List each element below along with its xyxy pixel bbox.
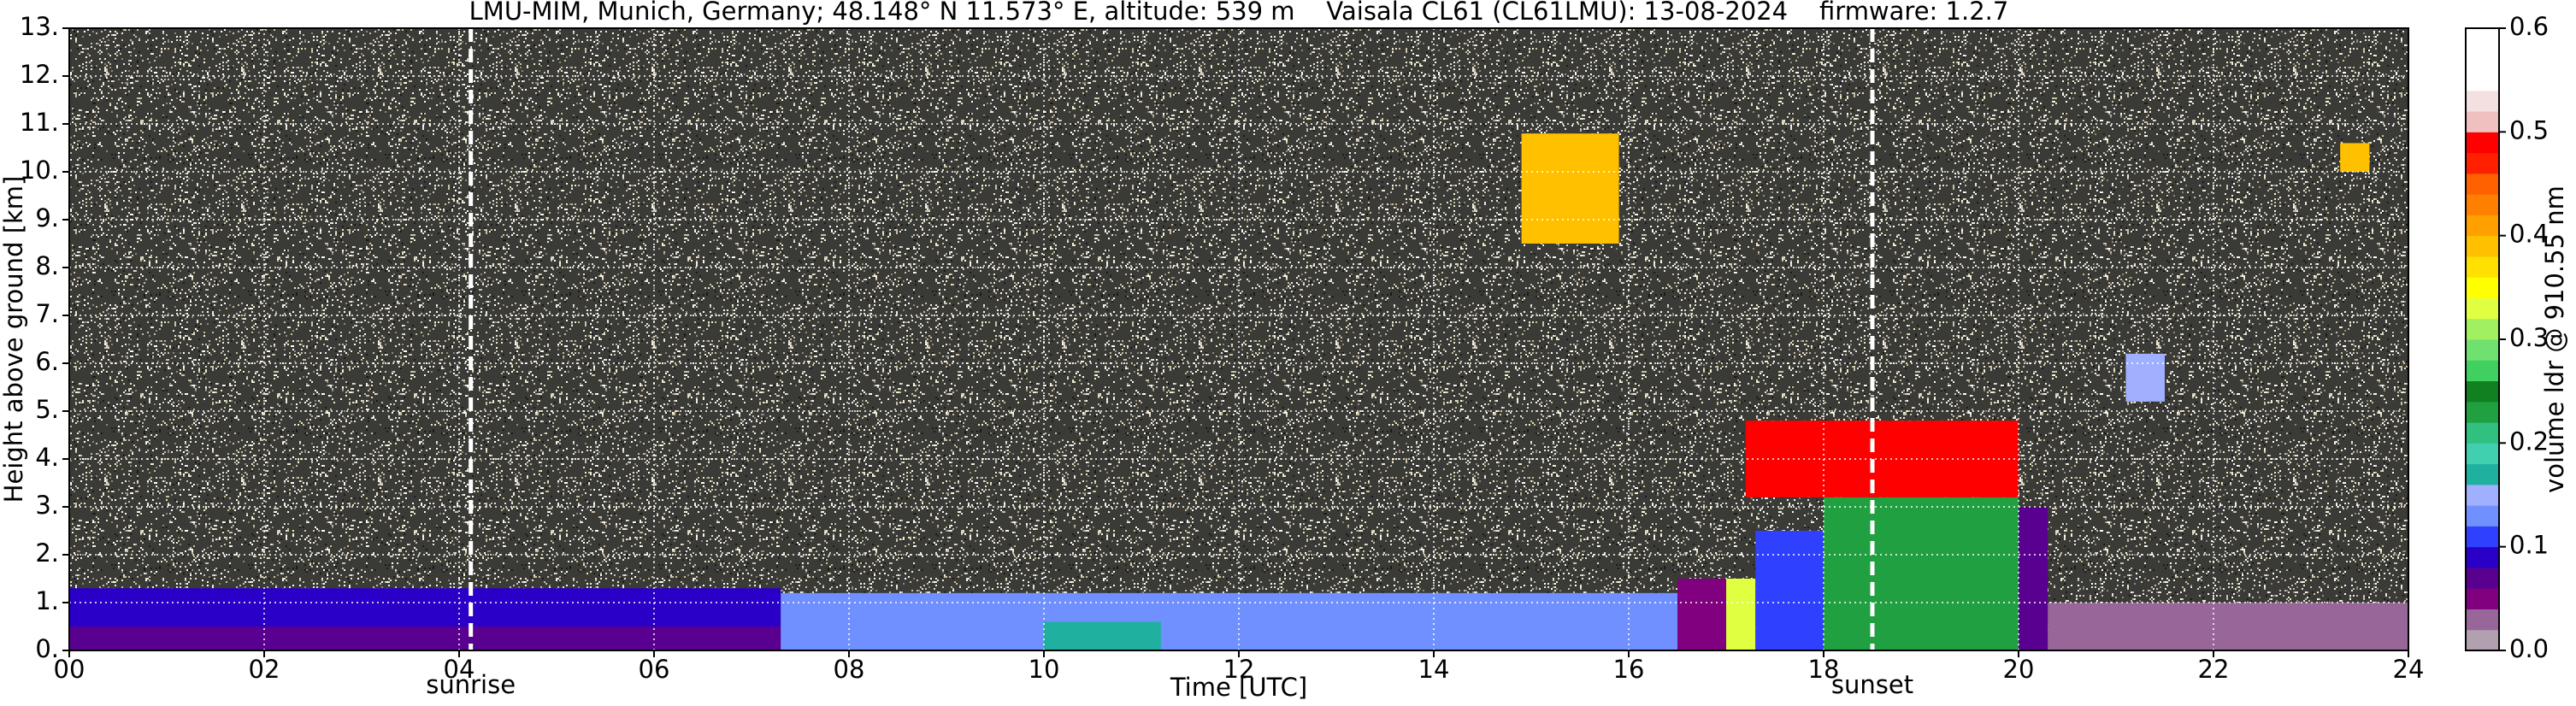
- colorbar-swatch: [2466, 173, 2499, 195]
- ldr-cell: [2340, 143, 2370, 172]
- ldr-cell: [1521, 133, 1619, 244]
- ldr-cell: [781, 592, 1678, 650]
- colorbar-swatch: [2466, 132, 2499, 154]
- colorbar-swatch: [2466, 28, 2499, 50]
- colorbar-tick-label: 0.1: [2509, 531, 2549, 560]
- y-tick-label: 11.: [20, 108, 59, 137]
- colorbar-swatch: [2466, 90, 2499, 112]
- colorbar-swatch: [2466, 505, 2499, 527]
- colorbar-swatch: [2466, 463, 2499, 485]
- colorbar-swatch: [2466, 484, 2499, 506]
- chart-title: LMU-MIM, Munich, Germany; 48.148° N 11.5…: [469, 0, 2009, 26]
- colorbar-swatch: [2466, 49, 2499, 71]
- x-tick-label: 00: [54, 655, 85, 684]
- ldr-cell: [1824, 497, 2019, 650]
- colorbar-swatch: [2466, 111, 2499, 132]
- ldr-cell: [2048, 603, 2408, 650]
- colorbar-swatch: [2466, 152, 2499, 174]
- x-tick-label: 12: [1223, 655, 1255, 684]
- y-tick-label: 9.: [35, 203, 59, 232]
- colorbar-swatch: [2466, 546, 2499, 568]
- ldr-cell: [1726, 579, 1756, 650]
- x-tick-label: 20: [2003, 655, 2035, 684]
- colorbar-swatch: [2466, 526, 2499, 548]
- colorbar-swatch: [2466, 256, 2499, 278]
- colorbar-swatch: [2466, 609, 2499, 631]
- colorbar-tick-label: 0.6: [2509, 12, 2549, 41]
- colorbar-tick-label: 0.5: [2509, 115, 2549, 144]
- x-tick-label: 24: [2393, 655, 2425, 684]
- y-tick-label: 12.: [20, 60, 59, 89]
- colorbar-swatch: [2466, 401, 2499, 423]
- y-tick-label: 13.: [20, 12, 59, 41]
- ldr-cell: [69, 627, 781, 650]
- x-tick-label: 06: [639, 655, 670, 684]
- y-tick-label: 10.: [20, 156, 59, 185]
- x-tick-label: 16: [1613, 655, 1645, 684]
- x-axis-label: Time [UTC]: [1170, 673, 1307, 702]
- y-tick-label: 1.: [35, 586, 59, 615]
- ldr-cell: [1044, 621, 1161, 650]
- colorbar-swatch: [2466, 360, 2499, 382]
- colorbar-swatch: [2466, 215, 2499, 237]
- x-tick-label: 02: [249, 655, 280, 684]
- y-tick-label: 8.: [35, 251, 59, 280]
- colorbar-swatch: [2466, 629, 2499, 651]
- x-tick-label: 08: [834, 655, 865, 684]
- colorbar-tick-label: 0.0: [2509, 634, 2549, 663]
- colorbar-swatch: [2466, 443, 2499, 465]
- colorbar-swatch: [2466, 318, 2499, 340]
- y-tick-label: 4.: [35, 443, 59, 472]
- ldr-cell: [1755, 531, 1824, 650]
- x-tick-label: 14: [1418, 655, 1450, 684]
- colorbar-swatch: [2466, 69, 2499, 91]
- y-tick-label: 5.: [35, 395, 59, 424]
- colorbar-swatch: [2466, 235, 2499, 257]
- colorbar-label: volume ldr @ 910.55 nm: [2540, 185, 2569, 493]
- y-axis-label: Height above ground [km]: [0, 176, 28, 503]
- y-tick-label: 3.: [35, 491, 59, 520]
- colorbar-tick-label: 0.3: [2509, 323, 2549, 352]
- x-tick-label: 18: [1808, 655, 1840, 684]
- colorbar-swatch: [2466, 422, 2499, 444]
- y-tick-label: 6.: [35, 347, 59, 376]
- x-tick-label: 04: [444, 655, 475, 684]
- y-tick-label: 0.: [35, 634, 59, 663]
- ldr-cell: [1677, 579, 1726, 650]
- y-tick-label: 7.: [35, 299, 59, 328]
- colorbar-swatch: [2466, 380, 2499, 403]
- y-tick-label: 2.: [35, 538, 59, 568]
- ldr-cell: [2125, 353, 2165, 402]
- colorbar-swatch: [2466, 297, 2499, 320]
- annotation-label: sunrise: [426, 670, 516, 699]
- x-tick-label: 22: [2198, 655, 2230, 684]
- colorbar-tick-label: 0.4: [2509, 220, 2549, 249]
- annotation-label: sunset: [1831, 670, 1913, 699]
- x-tick-label: 10: [1029, 655, 1060, 684]
- colorbar-swatch: [2466, 194, 2499, 215]
- colorbar-swatch: [2466, 588, 2499, 609]
- colorbar-swatch: [2466, 339, 2499, 361]
- colorbar-tick-label: 0.2: [2509, 427, 2549, 456]
- ldr-cell: [69, 588, 781, 627]
- colorbar-swatch: [2466, 277, 2499, 298]
- colorbar-swatch: [2466, 567, 2499, 589]
- plot-frame: [68, 27, 2409, 651]
- ldr-cell: [2019, 507, 2048, 650]
